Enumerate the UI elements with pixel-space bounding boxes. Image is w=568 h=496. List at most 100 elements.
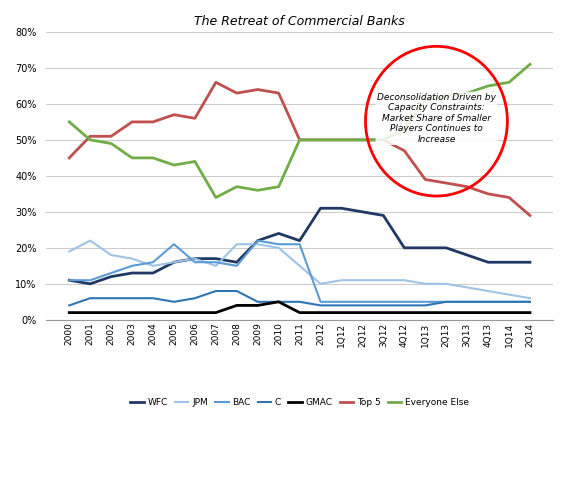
GMAC bbox=[463, 310, 470, 315]
Top 5 bbox=[380, 137, 387, 143]
Everyone Else bbox=[212, 194, 219, 200]
JPM bbox=[212, 263, 219, 269]
GMAC bbox=[275, 299, 282, 305]
GMAC bbox=[129, 310, 136, 315]
WFC bbox=[485, 259, 491, 265]
Top 5 bbox=[233, 90, 240, 96]
BAC bbox=[191, 259, 198, 265]
Everyone Else bbox=[527, 62, 533, 67]
Top 5 bbox=[463, 184, 470, 189]
WFC bbox=[108, 274, 115, 280]
Top 5 bbox=[170, 112, 177, 118]
Top 5 bbox=[108, 133, 115, 139]
GMAC bbox=[233, 303, 240, 309]
Top 5 bbox=[66, 155, 73, 161]
JPM bbox=[170, 259, 177, 265]
Everyone Else bbox=[359, 137, 366, 143]
JPM bbox=[359, 277, 366, 283]
GMAC bbox=[212, 310, 219, 315]
WFC bbox=[129, 270, 136, 276]
GMAC bbox=[87, 310, 94, 315]
Everyone Else bbox=[170, 162, 177, 168]
BAC bbox=[66, 277, 73, 283]
Top 5 bbox=[87, 133, 94, 139]
C bbox=[191, 295, 198, 301]
C bbox=[359, 303, 366, 309]
WFC bbox=[296, 238, 303, 244]
C bbox=[485, 299, 491, 305]
WFC bbox=[87, 281, 94, 287]
BAC bbox=[254, 238, 261, 244]
Everyone Else bbox=[149, 155, 156, 161]
WFC bbox=[275, 231, 282, 237]
C bbox=[108, 295, 115, 301]
JPM bbox=[317, 281, 324, 287]
JPM bbox=[275, 245, 282, 251]
JPM bbox=[296, 263, 303, 269]
Top 5 bbox=[422, 177, 429, 183]
C bbox=[527, 299, 533, 305]
C bbox=[233, 288, 240, 294]
Top 5 bbox=[149, 119, 156, 125]
WFC bbox=[506, 259, 512, 265]
BAC bbox=[170, 241, 177, 247]
BAC bbox=[87, 277, 94, 283]
GMAC bbox=[108, 310, 115, 315]
GMAC bbox=[359, 310, 366, 315]
C bbox=[443, 299, 450, 305]
Top 5 bbox=[527, 212, 533, 218]
GMAC bbox=[66, 310, 73, 315]
JPM bbox=[254, 241, 261, 247]
WFC bbox=[317, 205, 324, 211]
Line: C: C bbox=[69, 291, 530, 306]
WFC bbox=[191, 255, 198, 261]
GMAC bbox=[191, 310, 198, 315]
BAC bbox=[275, 241, 282, 247]
WFC bbox=[380, 212, 387, 218]
C bbox=[296, 299, 303, 305]
Line: Top 5: Top 5 bbox=[69, 82, 530, 215]
Everyone Else bbox=[233, 184, 240, 189]
Top 5 bbox=[359, 137, 366, 143]
C bbox=[401, 303, 408, 309]
Top 5 bbox=[338, 137, 345, 143]
WFC bbox=[463, 252, 470, 258]
Top 5 bbox=[191, 116, 198, 122]
WFC bbox=[149, 270, 156, 276]
Everyone Else bbox=[317, 137, 324, 143]
Everyone Else bbox=[506, 79, 512, 85]
Top 5 bbox=[506, 194, 512, 200]
C bbox=[380, 303, 387, 309]
Top 5 bbox=[212, 79, 219, 85]
GMAC bbox=[338, 310, 345, 315]
C bbox=[129, 295, 136, 301]
GMAC bbox=[149, 310, 156, 315]
C bbox=[149, 295, 156, 301]
C bbox=[212, 288, 219, 294]
Top 5 bbox=[401, 148, 408, 154]
Everyone Else bbox=[422, 97, 429, 103]
C bbox=[422, 303, 429, 309]
Top 5 bbox=[317, 137, 324, 143]
Line: Everyone Else: Everyone Else bbox=[69, 64, 530, 197]
JPM bbox=[401, 277, 408, 283]
BAC bbox=[108, 270, 115, 276]
BAC bbox=[401, 299, 408, 305]
Top 5 bbox=[254, 86, 261, 92]
C bbox=[87, 295, 94, 301]
Top 5 bbox=[485, 191, 491, 197]
Top 5 bbox=[275, 90, 282, 96]
C bbox=[317, 303, 324, 309]
Everyone Else bbox=[254, 187, 261, 193]
JPM bbox=[129, 255, 136, 261]
GMAC bbox=[443, 310, 450, 315]
WFC bbox=[212, 255, 219, 261]
WFC bbox=[422, 245, 429, 251]
C bbox=[254, 299, 261, 305]
C bbox=[66, 303, 73, 309]
BAC bbox=[422, 299, 429, 305]
GMAC bbox=[317, 310, 324, 315]
WFC bbox=[233, 259, 240, 265]
JPM bbox=[233, 241, 240, 247]
GMAC bbox=[296, 310, 303, 315]
